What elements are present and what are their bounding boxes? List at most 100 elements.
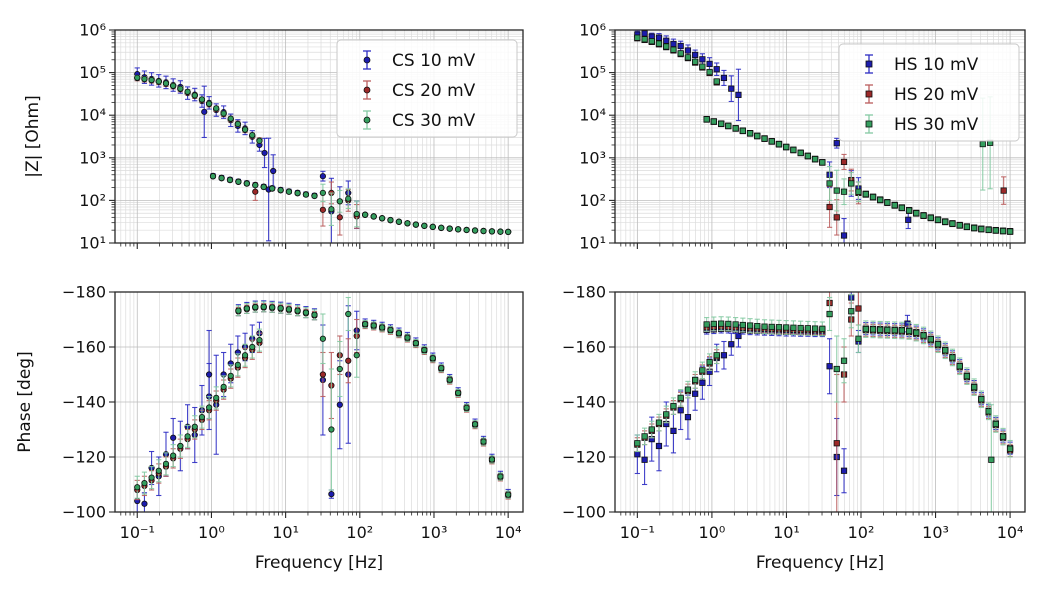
data-point (241, 126, 249, 133)
data-point (718, 120, 725, 127)
data-point (249, 132, 256, 139)
data-point (713, 78, 720, 85)
data-point (732, 321, 739, 328)
data-point (819, 325, 826, 332)
data-point (170, 434, 177, 441)
x-tick-label: 10³ (922, 523, 949, 542)
data-point (999, 433, 1007, 440)
data-point (703, 321, 710, 328)
data-point (471, 227, 479, 234)
data-point (725, 320, 732, 328)
data-point (797, 149, 804, 157)
ticks (609, 29, 1011, 249)
data-point (840, 232, 848, 239)
data-point (294, 190, 301, 197)
data-point (920, 332, 927, 339)
data-point (862, 191, 869, 198)
data-point (725, 122, 732, 130)
data-point (663, 37, 670, 44)
data-point (670, 46, 677, 53)
y-tick-label: 10³ (579, 148, 606, 167)
data-point (826, 310, 833, 318)
data-point (429, 223, 436, 230)
data-point (395, 330, 403, 337)
data-point (488, 228, 496, 235)
axes-frame (614, 29, 1026, 244)
y-axis-label: Phase [deg] (15, 351, 35, 452)
y-tick-label: 10¹ (79, 234, 106, 253)
data-point (641, 433, 648, 440)
data-point (720, 74, 728, 82)
data-point (804, 152, 812, 160)
data-point (913, 210, 920, 217)
data-point (684, 386, 692, 393)
data-point (370, 322, 377, 329)
data-point (677, 394, 684, 401)
data-point (985, 408, 992, 415)
data-point (706, 68, 713, 76)
data-point (942, 218, 949, 225)
data-point (641, 30, 648, 37)
legend-marker-icon (865, 90, 873, 98)
data-area (634, 30, 1014, 243)
legend-marker-icon (363, 116, 371, 124)
data-point (497, 473, 504, 480)
data-point (252, 182, 259, 189)
data-point (797, 324, 804, 332)
data-point (311, 192, 318, 200)
data-point (319, 206, 326, 213)
grid (615, 291, 1025, 513)
subplot-cs-impedance: 10¹ 10² 10³ 10⁴ 10⁵ 10⁶ |Z| [Ohm] CS 10 mV CS 20… (23, 21, 524, 253)
data-point (971, 384, 978, 391)
y-tick-label: 10⁵ (579, 63, 606, 82)
data-point (421, 222, 428, 229)
data-point (670, 40, 677, 48)
data-point (302, 309, 310, 316)
data-point (134, 74, 141, 81)
data-point (862, 326, 869, 333)
data-point (692, 51, 699, 59)
data-point (155, 467, 162, 474)
y-tick-label: −160 (562, 338, 606, 357)
data-point (920, 212, 927, 219)
y-tick-label: −140 (62, 393, 106, 412)
data-point (840, 188, 848, 195)
data-point (833, 187, 840, 194)
data-point (269, 304, 276, 311)
ticks (609, 291, 1011, 518)
data-point (429, 355, 436, 362)
data-point (141, 500, 148, 507)
data-point (463, 404, 470, 411)
data-point (706, 359, 713, 366)
x-tick-label: 10¹ (272, 523, 299, 542)
data-point (641, 456, 648, 463)
data-point (655, 419, 663, 426)
data-point (148, 474, 155, 481)
data-point (648, 38, 655, 45)
data-point (855, 335, 862, 342)
data-point (677, 42, 684, 50)
data-point (956, 222, 963, 229)
data-point (655, 40, 663, 47)
y-tick-label: −180 (62, 283, 106, 302)
data-point (775, 141, 783, 148)
data-point (913, 329, 920, 336)
data-point (201, 108, 208, 115)
data-point (455, 226, 462, 233)
data-point (269, 185, 276, 192)
data-point (877, 196, 884, 203)
data-point (345, 357, 352, 364)
data-point (471, 421, 479, 428)
legend-box (336, 39, 518, 138)
x-tick-label: 10⁰ (198, 523, 225, 542)
series-hs-30-mv (634, 34, 1014, 235)
y-tick-label: −100 (62, 503, 106, 522)
legend-marker-icon (865, 120, 873, 128)
data-point (328, 491, 335, 498)
data-point (833, 365, 840, 373)
data-point (840, 158, 848, 166)
data-point (713, 352, 720, 359)
data-point (213, 105, 220, 112)
data-point (648, 426, 655, 433)
